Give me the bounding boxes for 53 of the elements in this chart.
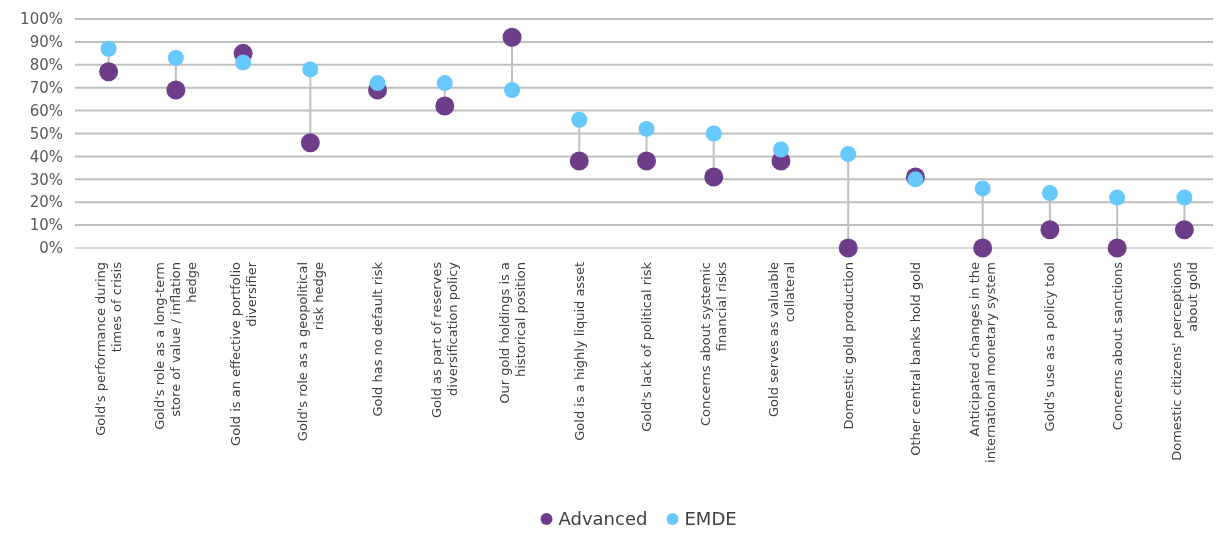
y-tick-label: 100% — [20, 10, 63, 29]
point — [637, 151, 656, 171]
point — [435, 96, 455, 116]
x-tick-label: Other central banks hold gold — [907, 262, 923, 456]
y-tick-label: 50% — [29, 124, 63, 143]
legend-label: EMDE — [684, 508, 737, 529]
y-tick-label: 30% — [29, 170, 63, 189]
x-tick-label: Gold has no default risk — [370, 261, 386, 417]
y-tick-label: 0% — [39, 239, 63, 258]
x-tick-label: Concerns about sanctions — [1109, 261, 1125, 431]
x-tick-label: Gold's use as a policy tool — [1042, 262, 1058, 432]
point — [838, 238, 858, 258]
legend-label: Advanced — [558, 508, 648, 529]
point — [502, 27, 522, 47]
point — [504, 81, 521, 98]
point — [166, 80, 186, 100]
point — [704, 167, 724, 187]
x-tick-label: Concerns about systemic financial risks — [698, 261, 730, 427]
point — [436, 75, 453, 92]
x-tick-label: Gold's performance during times of crisis — [93, 261, 125, 436]
point — [1041, 185, 1058, 202]
point — [1107, 238, 1127, 258]
x-tick-label: Gold's lack of political risk — [639, 261, 655, 432]
point — [973, 238, 993, 258]
y-tick-label: 70% — [29, 78, 63, 97]
x-tick-label: Domestic citizens' perceptions about gold — [1168, 261, 1200, 461]
y-tick-label: 10% — [29, 216, 63, 235]
x-tick-label: Domestic gold production — [840, 262, 856, 430]
point — [638, 120, 655, 137]
point — [571, 111, 588, 128]
point — [772, 141, 789, 158]
y-tick-label: 90% — [29, 33, 63, 52]
point — [100, 40, 117, 57]
point — [1109, 189, 1126, 206]
point — [1040, 220, 1060, 240]
point — [235, 54, 252, 71]
point — [840, 146, 857, 163]
x-tick-label: Gold is a highly liquid asset — [571, 262, 587, 441]
point — [369, 75, 386, 92]
y-tick-label: 20% — [29, 193, 63, 212]
y-tick-label: 60% — [29, 101, 63, 120]
point — [99, 62, 119, 82]
point — [974, 180, 991, 197]
point — [705, 125, 722, 142]
point — [1176, 189, 1193, 206]
x-tick-label: Gold's role as a long-term store of value / inflation hedge — [152, 262, 200, 430]
y-tick-label: 40% — [29, 147, 63, 166]
point — [302, 61, 319, 78]
y-tick-label: 80% — [29, 56, 63, 75]
point — [300, 133, 320, 153]
point — [167, 49, 184, 66]
point — [1174, 220, 1194, 240]
point — [569, 151, 589, 171]
